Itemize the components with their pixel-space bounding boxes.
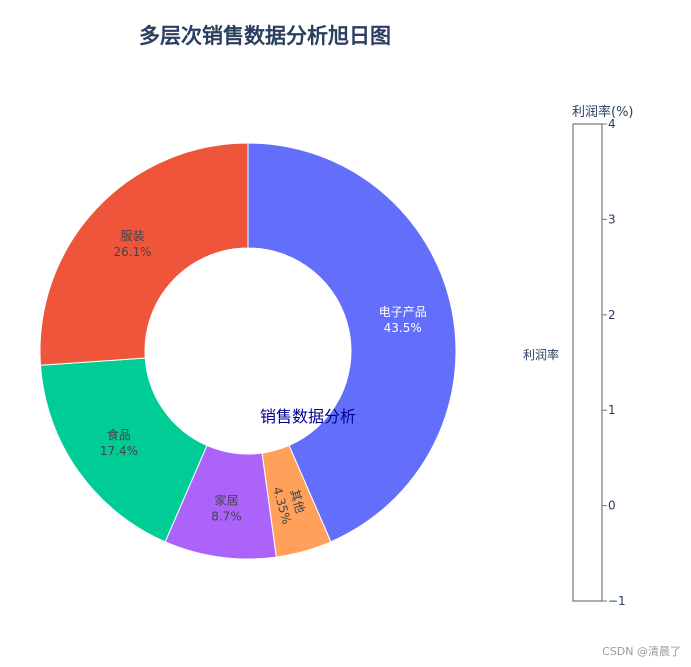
slice-4[interactable] — [39, 142, 249, 366]
slice-percent-label: 17.4% — [100, 444, 138, 458]
slice-0[interactable] — [247, 142, 457, 543]
colorbar-tick-label: 1 — [608, 403, 616, 417]
slice-3[interactable] — [39, 357, 208, 543]
watermark: CSDN @清晨了 — [602, 645, 681, 658]
colorbar-tick-label: 2 — [608, 308, 616, 322]
slice-name-label: 家居 — [214, 493, 238, 508]
colorbar-tick-label: 0 — [608, 499, 616, 513]
colorbar-title: 利润率(%) — [572, 105, 634, 120]
slice-name-label: 其他 — [287, 488, 307, 515]
slice-name-label: 服装 — [121, 229, 145, 243]
colorbar-tick-label: −1 — [608, 594, 626, 608]
slice-percent-label: 8.7% — [211, 510, 242, 524]
center-label: 销售数据分析 — [260, 407, 356, 426]
slice-label-0: 电子产品 43.5% — [379, 305, 427, 335]
slice-percent-label: 26.1% — [113, 245, 151, 259]
colorbar: 4 3 2 1 0 −1 — [572, 117, 626, 608]
sunburst-slices — [39, 142, 457, 560]
slice-percent-label: 43.5% — [384, 321, 422, 335]
slice-label-2: 家居 8.7% — [211, 493, 242, 524]
slice-label-4: 服装 26.1% — [113, 229, 151, 259]
slice-name-label: 电子产品 — [379, 305, 427, 319]
colorbar-box — [572, 123, 603, 602]
slice-label-3: 食品 17.4% — [100, 427, 138, 458]
side-label: 利润率 — [523, 348, 560, 362]
colorbar-tick-label: 3 — [608, 212, 616, 226]
slice-name-label: 食品 — [107, 427, 131, 442]
colorbar-tick-label: 4 — [608, 117, 616, 131]
chart-title: 多层次销售数据分析旭日图 — [139, 24, 391, 48]
